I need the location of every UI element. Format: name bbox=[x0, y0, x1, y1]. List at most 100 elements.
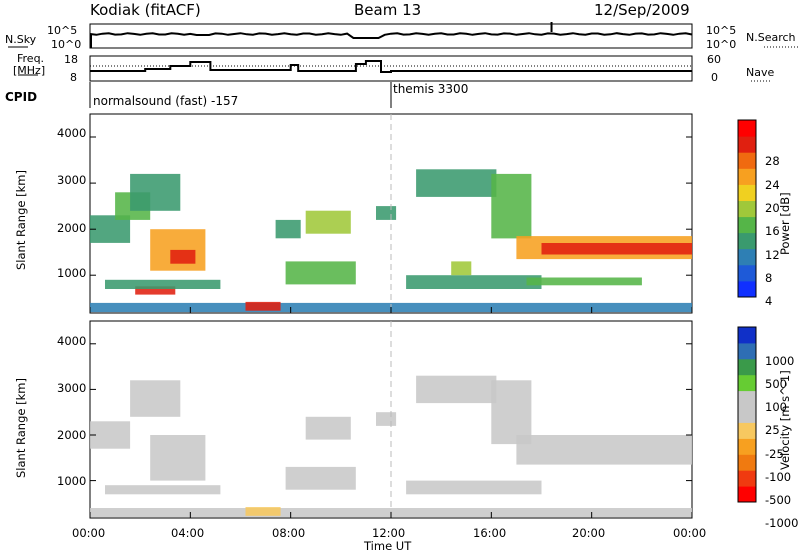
freq-panel-frame bbox=[89, 55, 693, 82]
freq-tick-low: 8 bbox=[70, 71, 77, 84]
xtick-5: 20:00 bbox=[572, 526, 606, 540]
xaxis-label: Time UT bbox=[364, 539, 412, 553]
velocity-region-6 bbox=[305, 416, 351, 440]
velocity-region-1 bbox=[90, 421, 131, 449]
velocity-ytick-3000: 3000 bbox=[57, 381, 87, 395]
power-region-9 bbox=[285, 261, 356, 285]
velocity-ylabel: Slant Range [km] bbox=[14, 378, 28, 478]
cpid-mode-1: normalsound (fast) -157 bbox=[93, 94, 239, 108]
power-cbar-seg-5 bbox=[738, 200, 756, 218]
velocity-region-5 bbox=[285, 466, 356, 490]
velocity-region-10 bbox=[491, 380, 532, 445]
xtick-3: 12:00 bbox=[372, 526, 406, 540]
power-cbar-seg-3 bbox=[738, 232, 756, 250]
velocity-cbar-seg-5 bbox=[738, 406, 756, 423]
nsearch-tick-high: 10^5 bbox=[706, 24, 737, 37]
date-title: 12/Sep/2009 bbox=[594, 1, 690, 19]
power-cbar-frame bbox=[737, 119, 757, 298]
power-region-12 bbox=[376, 206, 397, 220]
velocity-region-4 bbox=[105, 485, 221, 495]
nsearch-tick-low: 10^0 bbox=[706, 38, 737, 51]
power-cbar-seg-0 bbox=[738, 280, 756, 298]
nave-tick-low: 0 bbox=[711, 71, 718, 84]
velocity-region-11 bbox=[516, 435, 692, 465]
noise-panel-frame bbox=[89, 23, 693, 49]
xtick-1: 04:00 bbox=[171, 526, 205, 540]
power-cbar-tick-28: 28 bbox=[765, 154, 780, 168]
velocity-cbar-seg-2 bbox=[738, 454, 756, 471]
velocity-cbar-seg-9 bbox=[738, 342, 756, 360]
velocity-cbar-seg-4 bbox=[738, 422, 756, 439]
velocity-cbar-tick-25: 25 bbox=[765, 423, 780, 437]
velocity-cbar-seg-3 bbox=[738, 438, 756, 455]
power-cbar-tick-24: 24 bbox=[765, 178, 780, 192]
power-cbar-tick-12: 12 bbox=[765, 248, 780, 262]
power-region-16 bbox=[491, 173, 532, 239]
nsearch-label: N.Search bbox=[746, 31, 796, 44]
power-region-6 bbox=[135, 286, 176, 295]
power-cbar-seg-4 bbox=[738, 216, 756, 234]
power-region-7 bbox=[105, 279, 221, 289]
velocity-ytick-4000: 4000 bbox=[57, 334, 87, 348]
velocity-region-7 bbox=[376, 412, 397, 426]
xtick-6: 00:00 bbox=[673, 526, 707, 540]
power-cbar-seg-2 bbox=[738, 248, 756, 266]
velocity-cbar-seg-7 bbox=[738, 374, 756, 392]
power-region-3 bbox=[130, 173, 181, 211]
power-cbar-seg-7 bbox=[738, 168, 756, 185]
xtick-0: 00:00 bbox=[72, 526, 106, 540]
cpid-label: CPID bbox=[5, 90, 38, 104]
power-cbar-tick-8: 8 bbox=[765, 271, 773, 285]
power-ylabel: Slant Range [km] bbox=[14, 170, 28, 270]
velocity-cbar-tick-m1000: -1000 bbox=[765, 516, 799, 530]
velocity-cbar-seg-10 bbox=[738, 327, 756, 344]
xtick-4: 16:00 bbox=[473, 526, 507, 540]
power-cbar-seg-6 bbox=[738, 184, 756, 201]
velocity-cbar-tick-m500: -500 bbox=[765, 493, 792, 507]
power-cbar-seg-9 bbox=[738, 136, 756, 153]
velocity-cbar-seg-8 bbox=[738, 358, 756, 376]
noise-sky-line bbox=[89, 32, 693, 39]
velocity-region-3 bbox=[150, 435, 206, 481]
velocity-region-12 bbox=[245, 507, 281, 516]
power-region-13 bbox=[406, 275, 542, 289]
power-region-11 bbox=[275, 219, 301, 239]
power-cbar-seg-10 bbox=[738, 120, 756, 137]
velocity-cbar-seg-6 bbox=[738, 390, 756, 407]
beam-title: Beam 13 bbox=[354, 1, 422, 19]
nsky-tick-low: 10^0 bbox=[51, 38, 82, 51]
xtick-2: 08:00 bbox=[272, 526, 306, 540]
power-ytick-1000: 1000 bbox=[57, 266, 87, 280]
power-ytick-3000: 3000 bbox=[57, 173, 87, 187]
station-title: Kodiak (fitACF) bbox=[90, 1, 201, 19]
nsky-label: N.Sky bbox=[5, 33, 37, 46]
cpid-mode-2: themis 3300 bbox=[393, 82, 469, 96]
velocity-cbar-tick-m25: -25 bbox=[765, 447, 784, 461]
velocity-cbar-tick-1000: 1000 bbox=[765, 354, 795, 368]
velocity-cbar-frame bbox=[737, 326, 757, 503]
power-cbar-label: Power [dB] bbox=[778, 192, 792, 255]
velocity-region-9 bbox=[416, 375, 497, 404]
velocity-region-2 bbox=[130, 380, 181, 417]
power-region-8 bbox=[245, 301, 281, 311]
power-cbar-tick-4: 4 bbox=[765, 294, 773, 308]
velocity-cbar-tick-500: 500 bbox=[765, 377, 787, 391]
freq-tick-high: 18 bbox=[64, 53, 78, 66]
power-cbar-tick-16: 16 bbox=[765, 224, 780, 238]
velocity-cbar-seg-1 bbox=[738, 470, 756, 487]
power-cbar-seg-8 bbox=[738, 152, 756, 169]
freq-label: Freq. bbox=[17, 52, 45, 65]
power-region-18 bbox=[541, 243, 692, 255]
velocity-ytick-2000: 2000 bbox=[57, 428, 87, 442]
power-ytick-4000: 4000 bbox=[57, 126, 87, 140]
nsky-tick-high: 10^5 bbox=[47, 24, 78, 37]
velocity-cbar-label: Velocity [m s^-1] bbox=[778, 370, 792, 470]
velocity-cbar-tick-100: 100 bbox=[765, 400, 787, 414]
power-ytick-2000: 2000 bbox=[57, 221, 87, 235]
power-region-5 bbox=[170, 249, 196, 264]
power-region-19 bbox=[526, 277, 642, 286]
power-region-10 bbox=[305, 210, 351, 234]
velocity-region-8 bbox=[406, 480, 542, 495]
power-cbar-tick-20: 20 bbox=[765, 201, 780, 215]
